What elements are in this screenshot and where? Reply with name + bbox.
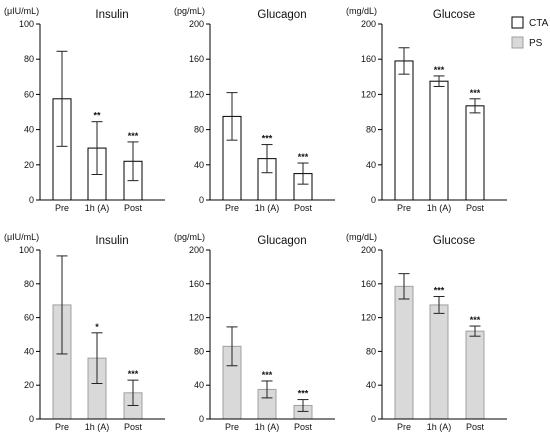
y-tick-label: 200: [361, 19, 376, 29]
x-tick-label: Pre: [55, 203, 69, 213]
x-tick-label: Pre: [225, 422, 239, 432]
chart-panel-cta-glucose: *** *** 0 40 80 120 160 200 Pre 1h (A) Post (mg/dL)…: [346, 6, 507, 213]
y-tick-label: 0: [29, 414, 34, 424]
x-tick-label: Post: [466, 203, 485, 213]
x-tick-label: 1h (A): [427, 203, 452, 213]
y-tick-label: 120: [361, 89, 376, 99]
chart-title: Glucagon: [257, 235, 306, 247]
y-tick-label: 80: [194, 346, 204, 356]
legend: CTA PS: [511, 16, 549, 49]
x-tick-label: Pre: [55, 422, 69, 432]
y-tick-label: 120: [361, 313, 376, 323]
legend-label-cta: CTA: [529, 18, 549, 29]
y-tick-label: 200: [189, 245, 204, 255]
x-tick-label: Post: [294, 203, 313, 213]
legend-swatch-ps: [511, 36, 524, 49]
chart-panel-ps-glucagon: *** *** 0 40 80 120 160 200 Pre 1h (A) Post (pg/mL)…: [174, 232, 335, 432]
unit-label: (pg/mL): [174, 232, 205, 242]
bar: [429, 304, 449, 420]
y-tick-label: 80: [366, 346, 376, 356]
chart-panel-ps-glucose: *** *** 0 40 80 120 160 200 Pre 1h (A) Post (mg/dL)…: [346, 232, 507, 432]
x-tick-label: 1h (A): [85, 203, 110, 213]
bar: [394, 285, 414, 420]
y-tick-label: 0: [199, 195, 204, 205]
bar: [394, 60, 414, 201]
y-tick-label: 80: [24, 279, 34, 289]
y-tick-label: 0: [371, 195, 376, 205]
y-tick-label: 160: [361, 54, 376, 64]
chart-title: Glucose: [433, 235, 475, 247]
x-tick-label: 1h (A): [255, 203, 280, 213]
y-tick-label: 160: [361, 279, 376, 289]
y-tick-label: 40: [194, 380, 204, 390]
x-tick-label: Pre: [397, 203, 411, 213]
unit-label: (μIU/mL): [4, 6, 39, 16]
chart-title: Insulin: [95, 235, 128, 247]
y-tick-label: 40: [366, 380, 376, 390]
chart-panel-cta-glucagon: *** *** 0 40 80 120 160 200 Pre 1h (A) Post (pg/mL)…: [174, 6, 335, 213]
x-tick-label: Post: [124, 203, 143, 213]
significance-label: ***: [470, 315, 481, 325]
significance-label: ***: [298, 152, 309, 162]
y-tick-label: 0: [371, 414, 376, 424]
chart-title: Glucose: [433, 9, 475, 21]
unit-label: (μIU/mL): [4, 232, 39, 242]
y-tick-label: 20: [24, 160, 34, 170]
y-tick-label: 40: [24, 125, 34, 135]
chart-title: Glucagon: [257, 9, 306, 21]
significance-label: ***: [262, 370, 273, 380]
chart-title: Insulin: [95, 9, 128, 21]
y-tick-label: 80: [366, 125, 376, 135]
y-tick-label: 20: [24, 380, 34, 390]
bar: [465, 330, 485, 420]
unit-label: (mg/dL): [346, 232, 377, 242]
x-tick-label: Post: [466, 422, 485, 432]
significance-label: ***: [128, 131, 139, 141]
x-tick-label: 1h (A): [85, 422, 110, 432]
y-tick-label: 120: [189, 313, 204, 323]
x-tick-label: Pre: [397, 422, 411, 432]
y-tick-label: 100: [19, 245, 34, 255]
y-tick-label: 200: [361, 245, 376, 255]
y-tick-label: 160: [189, 54, 204, 64]
y-tick-label: 40: [24, 346, 34, 356]
y-tick-label: 0: [199, 414, 204, 424]
significance-label: ***: [434, 65, 445, 75]
unit-label: (mg/dL): [346, 6, 377, 16]
y-tick-label: 80: [194, 125, 204, 135]
y-tick-label: 60: [24, 89, 34, 99]
x-tick-label: 1h (A): [255, 422, 280, 432]
legend-swatch-cta: [511, 16, 524, 29]
y-tick-label: 40: [366, 160, 376, 170]
significance-label: ***: [470, 88, 481, 98]
legend-label-ps: PS: [529, 38, 543, 49]
significance-label: **: [93, 111, 101, 121]
unit-label: (pg/mL): [174, 6, 205, 16]
y-tick-label: 40: [194, 160, 204, 170]
y-tick-label: 100: [19, 19, 34, 29]
y-tick-label: 160: [189, 279, 204, 289]
significance-label: *: [95, 322, 99, 332]
significance-label: ***: [434, 285, 445, 295]
y-tick-label: 120: [189, 89, 204, 99]
x-tick-label: Pre: [225, 203, 239, 213]
y-tick-label: 200: [189, 19, 204, 29]
bar: [465, 105, 485, 201]
significance-label: ***: [298, 389, 309, 399]
y-tick-label: 80: [24, 54, 34, 64]
y-tick-label: 0: [29, 195, 34, 205]
x-tick-label: Post: [294, 422, 313, 432]
bar: [429, 80, 449, 201]
significance-label: ***: [262, 134, 273, 144]
x-tick-label: 1h (A): [427, 422, 452, 432]
x-tick-label: Post: [124, 422, 143, 432]
y-tick-label: 60: [24, 313, 34, 323]
significance-label: ***: [128, 369, 139, 379]
